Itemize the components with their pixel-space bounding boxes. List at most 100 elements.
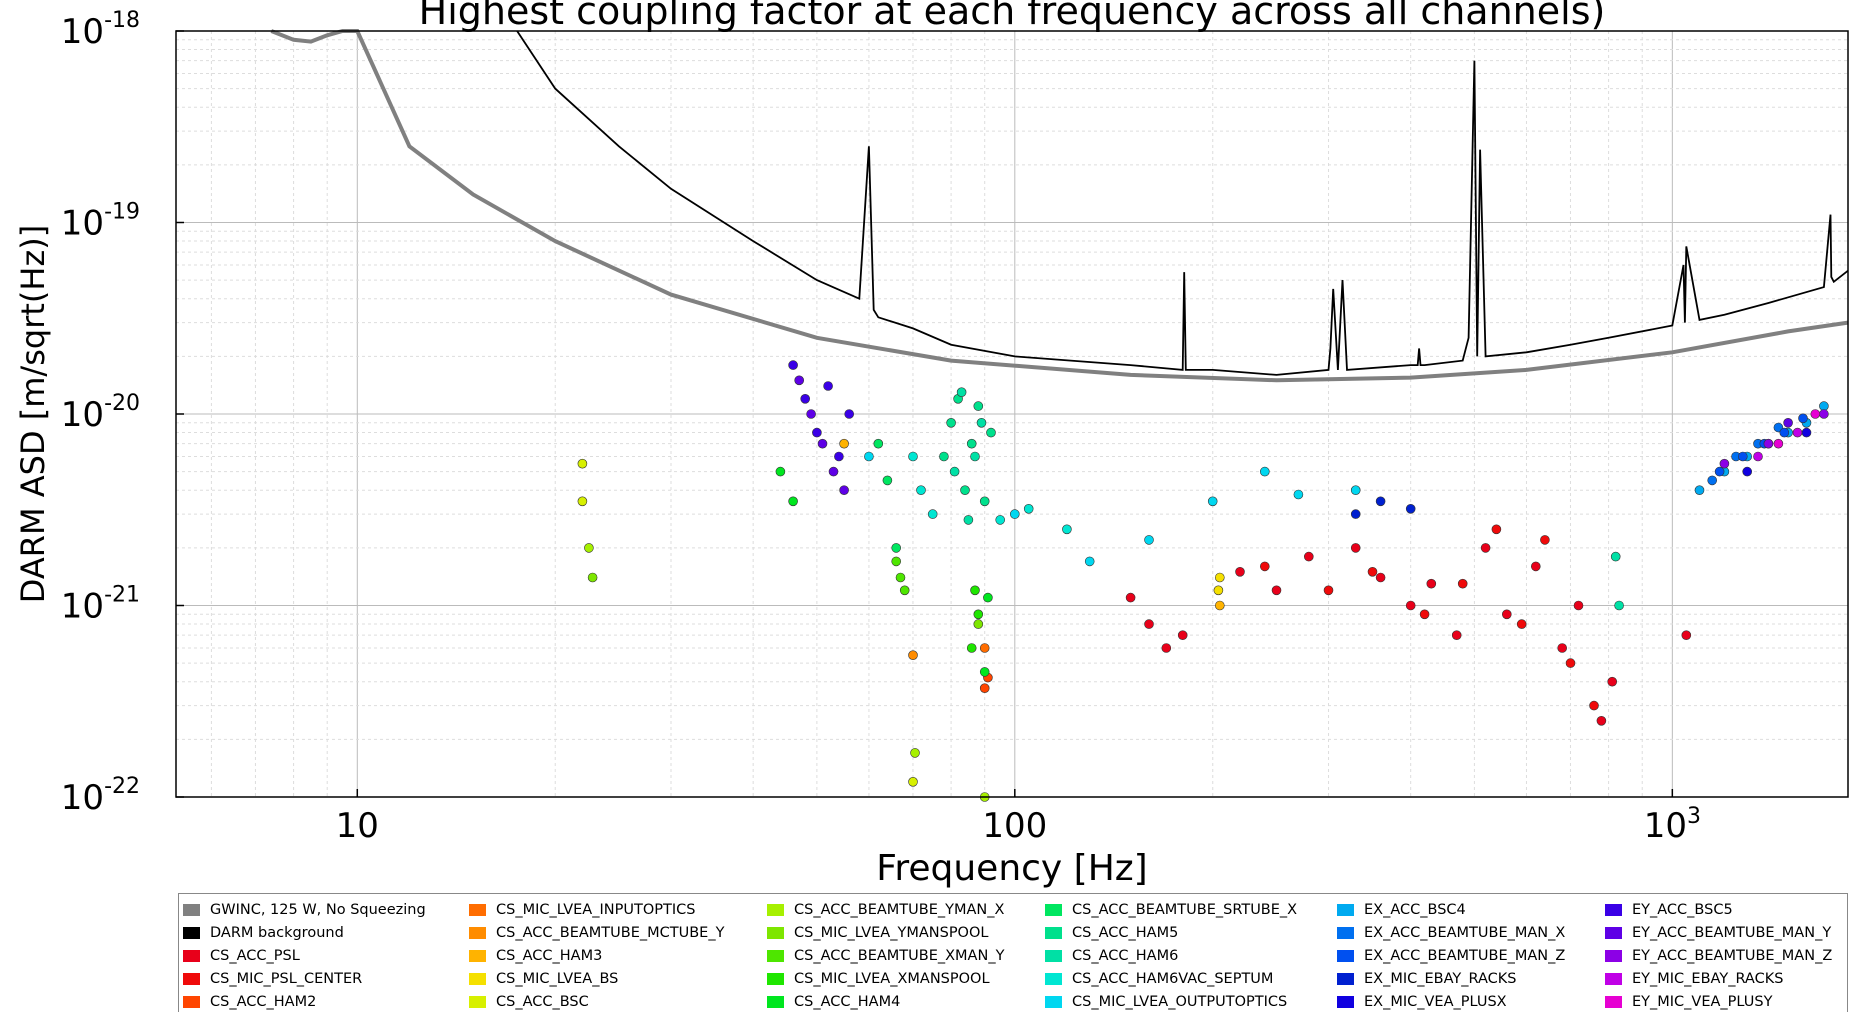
- legend-item: CS_MIC_LVEA_INPUTOPTICS: [469, 898, 724, 921]
- data-point: [577, 458, 588, 469]
- data-point: [1707, 475, 1717, 486]
- legend-swatch: [1045, 903, 1062, 916]
- data-point: [577, 496, 588, 507]
- data-point: [1783, 417, 1793, 428]
- data-point: [844, 409, 855, 419]
- legend-label: EY_MIC_EBAY_RACKS: [1632, 970, 1784, 987]
- x-tick-label: 10: [336, 806, 379, 846]
- legend-label: CS_ACC_HAM2: [210, 993, 317, 1010]
- data-point: [1213, 585, 1224, 596]
- legend-item: GWINC, 125 W, No Squeezing: [183, 898, 426, 921]
- legend-item: EY_MIC_VEA_PLUSY: [1605, 990, 1832, 1013]
- legend-column: GWINC, 125 W, No Squeezing DARM backgroun…: [183, 898, 426, 1013]
- legend-swatch: [767, 903, 784, 916]
- legend-swatch: [183, 972, 200, 985]
- legend-swatch: [469, 995, 486, 1008]
- legend-item: CS_MIC_LVEA_OUTPUTOPTICS: [1045, 990, 1297, 1013]
- data-point: [823, 381, 833, 391]
- data-point: [828, 466, 839, 477]
- y-tick-label: 10-20: [61, 391, 140, 435]
- legend-item: CS_ACC_PSL: [183, 944, 426, 967]
- data-point: [966, 438, 977, 449]
- legend-label: CS_MIC_PSL_CENTER: [210, 970, 363, 987]
- legend-swatch: [1045, 926, 1062, 939]
- legend-item: EX_ACC_BEAMTUBE_MAN_Z: [1337, 944, 1565, 967]
- legend-column: CS_ACC_BEAMTUBE_YMAN_X CS_MIC_LVEA_YMANSP…: [767, 898, 1004, 1013]
- data-point: [839, 438, 849, 449]
- data-point: [1719, 458, 1730, 469]
- data-point: [1271, 585, 1282, 596]
- legend-label: GWINC, 125 W, No Squeezing: [210, 901, 426, 918]
- legend-item: CS_MIC_PSL_CENTER: [183, 967, 426, 990]
- legend-label: EY_ACC_BEAMTUBE_MAN_Y: [1632, 924, 1832, 941]
- legend-label: CS_ACC_BEAMTUBE_XMAN_Y: [794, 947, 1005, 964]
- legend-label: CS_ACC_HAM3: [496, 947, 603, 964]
- data-point: [1426, 578, 1437, 589]
- data-point: [839, 485, 849, 496]
- legend-label: EY_ACC_BSC5: [1632, 901, 1733, 918]
- legend-swatch: [1337, 995, 1354, 1008]
- data-point: [873, 438, 884, 449]
- data-point: [908, 451, 918, 462]
- data-point: [1293, 489, 1304, 500]
- data-point: [1589, 700, 1599, 711]
- data-point: [973, 609, 984, 620]
- data-point: [895, 572, 906, 583]
- data-point: [1763, 438, 1774, 449]
- data-point: [1801, 427, 1812, 438]
- data-point: [1144, 619, 1154, 629]
- legend-swatch: [469, 949, 486, 962]
- legend-item: EX_MIC_EBAY_RACKS: [1337, 967, 1565, 990]
- legend-swatch: [1605, 972, 1622, 985]
- legend-item: EY_ACC_BEAMTUBE_MAN_Y: [1605, 921, 1832, 944]
- curves: [270, 29, 1849, 383]
- data-point: [775, 466, 786, 477]
- data-point: [960, 485, 970, 496]
- legend-item: CS_ACC_HAM6: [1045, 944, 1297, 967]
- data-point: [584, 543, 594, 553]
- y-tick-label: 10-18: [61, 8, 140, 52]
- x-axis-label: Frequency [Hz]: [876, 848, 1147, 889]
- data-point: [1084, 556, 1095, 567]
- data-point: [1125, 592, 1136, 603]
- data-point: [806, 409, 816, 419]
- data-point: [927, 509, 938, 519]
- data-point: [973, 619, 984, 629]
- data-point: [1375, 496, 1386, 507]
- data-point: [1405, 503, 1416, 514]
- chart-title: Highest coupling factor at each frequenc…: [419, 0, 1606, 33]
- legend-label: CS_ACC_HAM6: [1072, 947, 1179, 964]
- data-point: [1457, 578, 1468, 589]
- data-point: [1367, 566, 1378, 577]
- data-point: [956, 387, 967, 398]
- legend-column: CS_MIC_LVEA_INPUTOPTICS CS_ACC_BEAMTUBE_M…: [469, 898, 724, 1013]
- legend-swatch: [1605, 995, 1622, 1008]
- data-point: [1792, 427, 1803, 438]
- data-point: [1375, 572, 1386, 583]
- legend-label: CS_ACC_PSL: [210, 947, 300, 964]
- data-point: [939, 451, 949, 462]
- data-point: [970, 451, 980, 462]
- legend-swatch: [1605, 949, 1622, 962]
- legend-label: EX_ACC_BEAMTUBE_MAN_Z: [1364, 947, 1566, 964]
- legend-swatch: [767, 926, 784, 939]
- y-tick-label: 10-21: [61, 583, 140, 627]
- data-point: [788, 360, 798, 370]
- legend-swatch: [1605, 903, 1622, 916]
- legend-item: EX_ACC_BEAMTUBE_MAN_X: [1337, 921, 1565, 944]
- data-point: [979, 643, 990, 653]
- legend-label: CS_MIC_LVEA_OUTPUTOPTICS: [1072, 993, 1288, 1010]
- legend-item: CS_ACC_HAM5: [1045, 921, 1297, 944]
- legend-item: EY_ACC_BSC5: [1605, 898, 1832, 921]
- data-point: [949, 466, 960, 477]
- data-point: [1610, 551, 1621, 562]
- data-point: [1177, 630, 1188, 641]
- chart: Highest coupling factor at each frequenc…: [14, 0, 1849, 889]
- series-line: [270, 29, 1849, 383]
- legend-swatch: [1337, 903, 1354, 916]
- data-point: [1614, 600, 1624, 611]
- data-point: [1742, 466, 1752, 477]
- data-point: [1215, 572, 1225, 583]
- legend-swatch: [1605, 926, 1622, 939]
- data-point: [1607, 676, 1617, 687]
